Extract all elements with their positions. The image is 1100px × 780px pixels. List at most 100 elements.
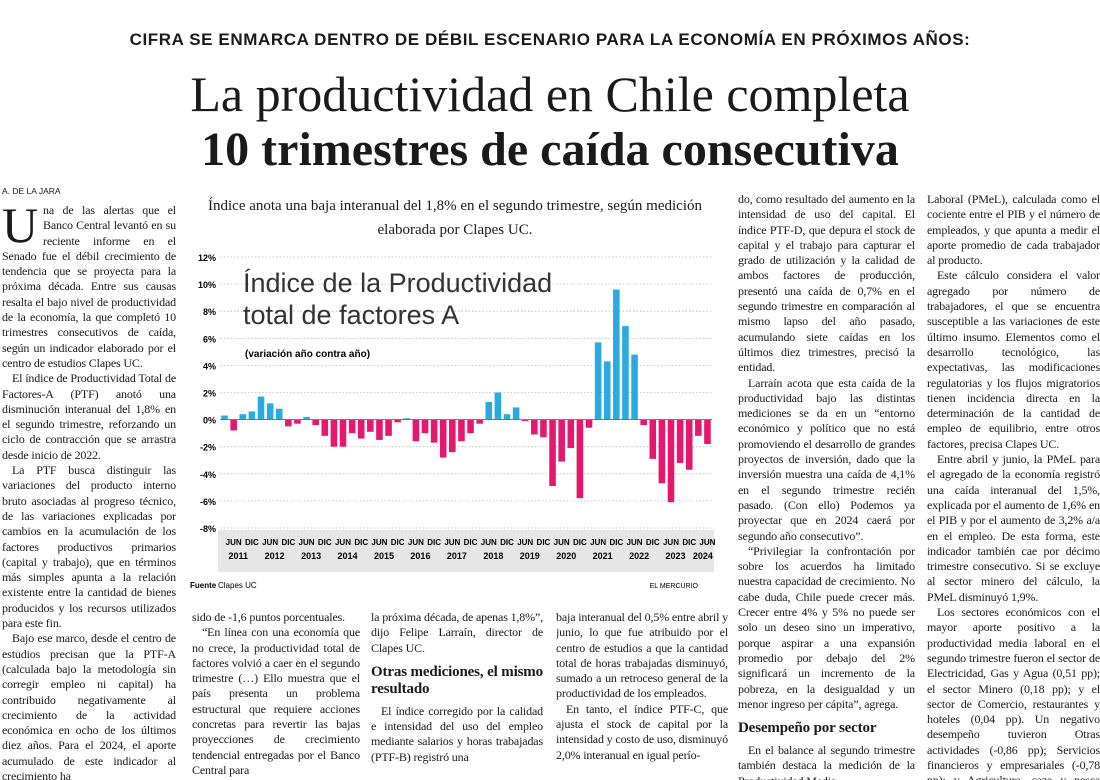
- x-tick-label: DIC: [500, 538, 514, 547]
- bar: [512, 407, 520, 420]
- byline: A. DE LA JARA: [2, 186, 61, 196]
- source-label: Fuente: [190, 581, 217, 590]
- x-tick-label: DIC: [537, 538, 551, 547]
- bar: [357, 419, 365, 439]
- paragraph: Laboral (PMeL), calculada como el cocien…: [927, 192, 1100, 268]
- subheading: Desempeño por sector: [738, 720, 877, 737]
- paragraph: Este cálculo considera el valor agregado…: [927, 268, 1100, 451]
- paragraph: sido de -1,6 puntos porcentuales.: [192, 610, 346, 624]
- bar: [312, 419, 319, 426]
- x-tick-label: JUN: [335, 538, 351, 547]
- bar: [622, 326, 629, 420]
- bar: [285, 419, 292, 427]
- chart-caption: Índice anota una baja interanual del 1,8…: [208, 198, 702, 238]
- y-tick-label: 2%: [203, 389, 216, 399]
- source: Clapes UC: [218, 581, 257, 590]
- x-tick-label: JUN: [663, 538, 679, 547]
- x-tick-label: DIC: [391, 538, 405, 547]
- bar: [649, 419, 657, 459]
- bar: [521, 419, 529, 421]
- chart: -8%-6%-4%-2%0%2%4%6%8%10%12%JUN DIC JUN DIC…: [190, 253, 716, 590]
- bar: [339, 419, 347, 447]
- bar: [467, 419, 474, 434]
- year-label: 2012: [265, 551, 285, 561]
- paragraph: La PTF busca distinguir las variaciones …: [2, 463, 176, 631]
- bar: [221, 415, 228, 420]
- bar: [640, 419, 647, 426]
- bar: [430, 419, 438, 443]
- y-tick-label: 10%: [198, 280, 216, 290]
- bar: [394, 419, 401, 423]
- x-tick-label: JUN: [299, 538, 315, 547]
- paragraph: Los sectores económicos con el mayor apo…: [927, 605, 1100, 780]
- bar: [549, 419, 556, 486]
- x-tick-label: DIC: [646, 538, 660, 547]
- bar: [403, 418, 411, 420]
- bar: [449, 419, 456, 453]
- paragraph: Bajo ese marco, desde el centro de estud…: [2, 631, 176, 780]
- y-tick-label: -8%: [200, 524, 216, 534]
- x-tick-label: DIC: [318, 538, 332, 547]
- text-column: baja interanual del 0,5% entre abril y j…: [556, 610, 728, 780]
- paragraph: “Privilegiar la confrontación por sobre …: [738, 543, 915, 711]
- bar: [239, 414, 247, 420]
- bar: [412, 419, 420, 442]
- y-tick-label: 4%: [203, 361, 216, 371]
- paragraph: Una de las alertas que el Banco Central …: [2, 203, 176, 370]
- bar: [603, 361, 611, 420]
- bar: [367, 419, 374, 432]
- bar: [303, 416, 310, 420]
- year-label: 2011: [228, 551, 248, 561]
- text-column: la próxima década, de apenas 1,8%”, dijo…: [371, 610, 543, 780]
- y-tick-label: 6%: [203, 334, 216, 344]
- headline: 10 trimestres de caída consecutiva: [201, 123, 899, 176]
- year-label: 2013: [301, 551, 321, 561]
- y-tick-label: 0%: [203, 416, 216, 426]
- year-label: 2015: [374, 551, 394, 561]
- bar: [704, 419, 711, 444]
- text-column: sido de -1,6 puntos porcentuales. “En lín…: [192, 610, 360, 780]
- subheading: Otras mediciones, el mismo resultado: [371, 663, 543, 697]
- bar: [330, 419, 338, 447]
- paragraph: la próxima década, de apenas 1,8%”, dijo…: [371, 610, 543, 655]
- x-tick-label: JUN: [262, 538, 278, 547]
- bar: [439, 419, 447, 458]
- kicker: CIFRA SE ENMARCA DENTRO DE DÉBIL ESCENAR…: [129, 30, 971, 49]
- bar: [576, 419, 584, 499]
- paragraph: Entre abril y junio, la PMeL para el agr…: [927, 452, 1100, 604]
- bar: [558, 419, 565, 462]
- year-label: 2021: [593, 551, 613, 561]
- bar: [230, 419, 237, 431]
- year-label: 2016: [410, 551, 430, 561]
- x-tick-label: JUN: [627, 538, 643, 547]
- x-tick-label: JUN: [699, 538, 715, 547]
- chart-title: total de factores A: [243, 300, 459, 330]
- bar: [685, 419, 693, 470]
- paragraph: El índice corregido por la calidad e int…: [371, 703, 543, 764]
- x-tick-label: JUN: [226, 538, 242, 547]
- x-tick-label: JUN: [444, 538, 460, 547]
- bar: [421, 419, 429, 434]
- x-tick-label: DIC: [609, 538, 623, 547]
- bar: [376, 419, 383, 440]
- bar: [695, 419, 702, 436]
- paragraph: baja interanual del 0,5% entre abril y j…: [556, 610, 728, 701]
- x-tick-label: DIC: [682, 538, 696, 547]
- x-tick-label: JUN: [408, 538, 424, 547]
- bar: [658, 419, 666, 484]
- paragraph: “En línea con una economía que no crece,…: [192, 625, 360, 777]
- chart-title: Índice de la Productividad: [243, 268, 552, 298]
- y-tick-label: -4%: [200, 470, 216, 480]
- bar: [676, 419, 684, 463]
- bar: [667, 419, 675, 503]
- paragraph: En el balance al segundo trimestre tambi…: [738, 743, 915, 780]
- bar: [531, 419, 538, 435]
- x-tick-label: DIC: [281, 538, 295, 547]
- bar: [248, 411, 256, 420]
- bar: [266, 403, 274, 420]
- x-tick-label: DIC: [464, 538, 478, 547]
- y-tick-label: -6%: [200, 497, 216, 507]
- bar: [458, 419, 465, 442]
- bar: [503, 414, 511, 420]
